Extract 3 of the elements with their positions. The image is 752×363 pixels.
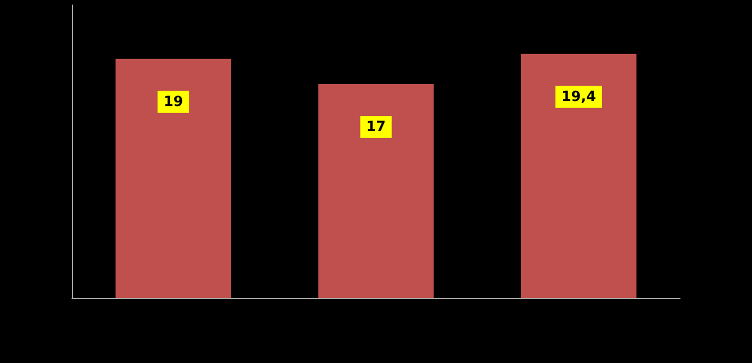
data-label: 17 — [366, 119, 386, 136]
data-label: 19,4 — [561, 88, 596, 105]
data-label: 19 — [164, 94, 184, 110]
